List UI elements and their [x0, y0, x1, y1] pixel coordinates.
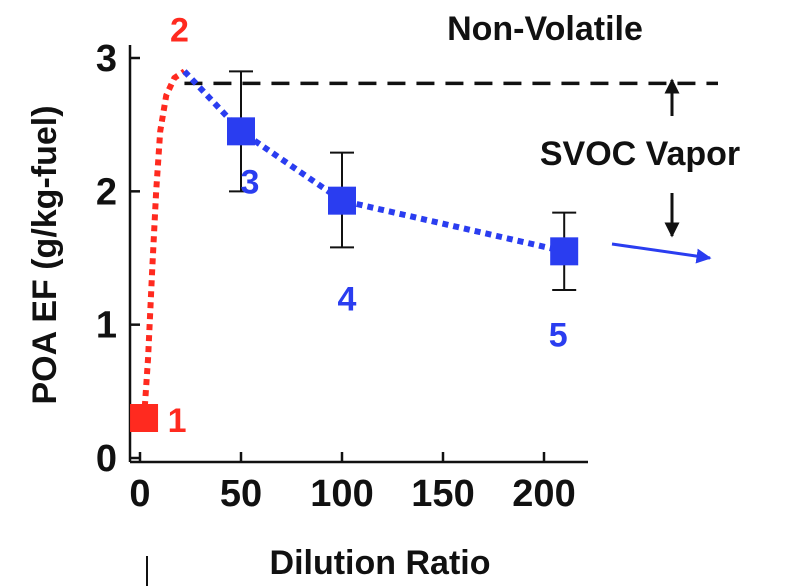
y-tick-label: 3 [96, 38, 117, 80]
y-axis-ticks: 0 1 2 3 [96, 38, 140, 480]
y-axis-title: POA EF (g/kg-fuel) [26, 105, 64, 404]
point-label: 4 [338, 281, 357, 319]
y-tick-label: 2 [96, 171, 117, 213]
blue-series-line [182, 69, 565, 255]
data-point-marker [550, 237, 579, 266]
data-point-marker [227, 117, 255, 146]
stray-mark [146, 556, 148, 586]
x-tick-label: 100 [310, 473, 373, 515]
x-axis-ticks: 0 50 100 150 200 [129, 452, 576, 515]
data-point-marker [328, 186, 356, 215]
red-series-line [141, 68, 187, 419]
point-label: 1 [168, 402, 187, 440]
marker-layer [130, 117, 579, 432]
point-label: 5 [549, 316, 568, 354]
x-tick-label: 50 [220, 473, 262, 515]
point-label-layer: 1 2 3 4 5 [168, 11, 568, 440]
x-tick-label: 150 [411, 473, 474, 515]
x-tick-label: 0 [129, 473, 150, 515]
point-label: 3 [241, 163, 260, 201]
x-axis-title: Dilution Ratio [270, 544, 491, 582]
y-tick-label: 0 [96, 438, 117, 480]
x-tick-label: 200 [512, 473, 575, 515]
svoc-vapor-label: SVOC Vapor [540, 135, 740, 173]
y-tick-label: 1 [96, 305, 117, 347]
data-point-marker [130, 404, 159, 432]
trend-arrow [611, 242, 712, 264]
non-volatile-label: Non-Volatile [447, 10, 643, 48]
errorbar-layer [229, 70, 577, 291]
series-layer [141, 68, 565, 419]
point-label: 2 [170, 11, 189, 49]
